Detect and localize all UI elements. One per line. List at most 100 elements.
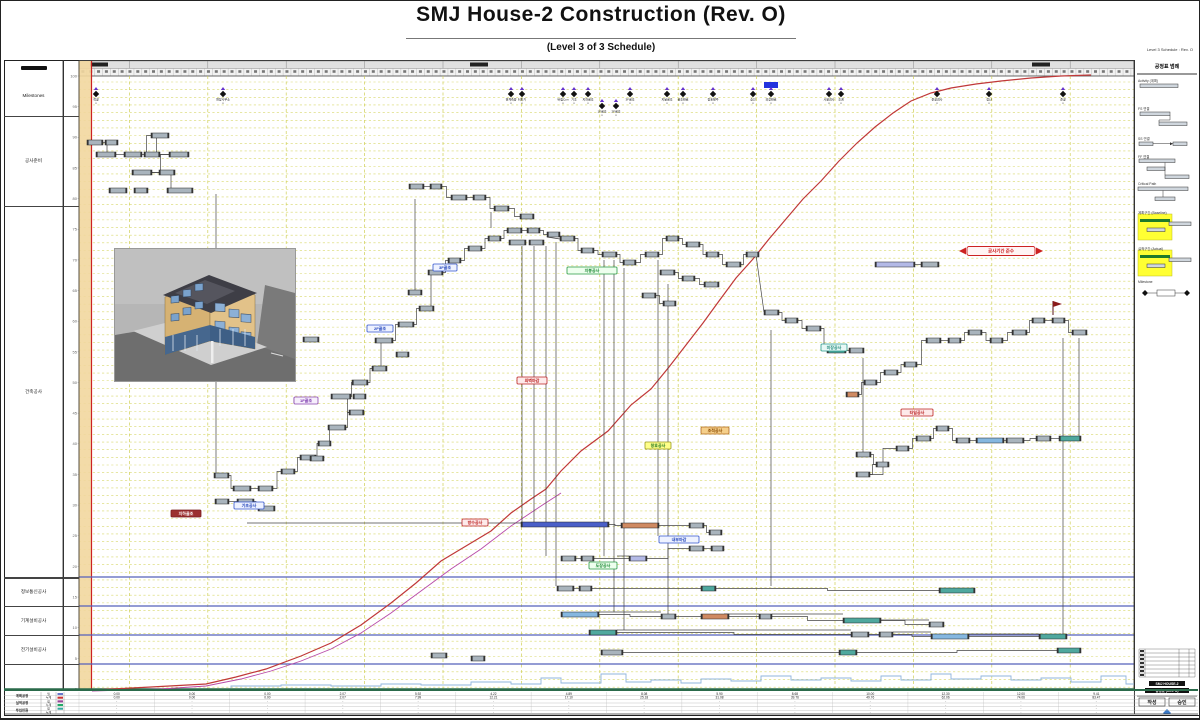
svg-text:-: - — [418, 703, 419, 707]
legend-divider — [1137, 73, 1197, 75]
svg-text:-: - — [493, 699, 494, 703]
svg-text:▾: ▾ — [615, 114, 617, 117]
svg-text:-: - — [192, 699, 193, 703]
svg-text:-: - — [794, 710, 795, 714]
band-separator — [4, 635, 79, 636]
svg-text:12.21: 12.21 — [489, 696, 497, 700]
band-label-5: 전기설비공사 — [20, 646, 47, 652]
svg-text:3F골조: 3F골조 — [439, 264, 451, 270]
band-separator — [4, 606, 79, 607]
svg-text:-: - — [1020, 699, 1021, 703]
svg-text:-: - — [945, 699, 946, 703]
window — [228, 308, 240, 318]
svg-text:-: - — [493, 703, 494, 707]
svg-text:▾: ▾ — [573, 102, 575, 105]
svg-text:사용검사: 사용검사 — [823, 97, 834, 102]
svg-text:-: - — [418, 707, 419, 711]
svg-text:75: 75 — [73, 227, 78, 232]
company-logo — [1163, 709, 1171, 714]
svg-text:월: 월 — [47, 698, 50, 703]
svg-text:월: 월 — [47, 691, 50, 696]
svg-text:70: 70 — [73, 257, 78, 262]
legend-item-inline — [1138, 141, 1188, 146]
band-label-1: 공사준비 — [25, 158, 42, 163]
svg-text:▾: ▾ — [936, 102, 938, 105]
svg-text:준공: 준공 — [1060, 98, 1066, 102]
svg-text:-: - — [116, 703, 117, 707]
svg-text:공사기간 준수: 공사기간 준수 — [988, 248, 1014, 255]
svg-text:-: - — [1020, 710, 1021, 714]
svg-text:65: 65 — [73, 288, 78, 293]
window — [170, 313, 180, 322]
svg-text:10: 10 — [73, 625, 78, 630]
svg-text:-: - — [1096, 699, 1097, 703]
svg-text:-: - — [870, 699, 871, 703]
page-title: SMJ House-2 Construction (Rev. O) — [1, 3, 1199, 27]
svg-text:정산: 정산 — [986, 97, 992, 102]
svg-text:40: 40 — [73, 441, 78, 446]
svg-text:외장완료: 외장완료 — [765, 97, 776, 102]
legend-chip — [57, 704, 63, 707]
progress-table: 계획공정 월 누계 실적공정 월 누계 투입인원 월 누계 0.00 0.00- - - -0.00 0.0… — [4, 689, 1198, 715]
svg-text:-: - — [945, 710, 946, 714]
svg-text:17.10: 17.10 — [565, 696, 573, 700]
svg-text:83.47: 83.47 — [1092, 696, 1100, 700]
svg-text:12.30: 12.30 — [942, 692, 950, 696]
svg-text:4.89: 4.89 — [566, 692, 572, 696]
svg-text:2.07: 2.07 — [340, 696, 346, 700]
svg-text:-: - — [568, 707, 569, 711]
svg-text:2.07: 2.07 — [340, 692, 346, 696]
legend-caption-6: 실적구간 (Actual) — [1138, 247, 1164, 251]
legend-item-wide — [1137, 186, 1189, 201]
svg-text:-: - — [116, 707, 117, 711]
svg-text:-: - — [719, 707, 720, 711]
svg-text:39.76: 39.76 — [791, 696, 799, 700]
svg-text:80: 80 — [73, 196, 78, 201]
svg-text:15: 15 — [73, 594, 78, 599]
svg-text:-: - — [342, 710, 343, 714]
svg-text:7.99: 7.99 — [415, 696, 421, 700]
svg-text:8.68: 8.68 — [792, 692, 798, 696]
legend-item-three — [1138, 158, 1190, 179]
svg-text:타일공사: 타일공사 — [910, 409, 925, 415]
svg-text:-: - — [870, 703, 871, 707]
svg-text:-: - — [719, 699, 720, 703]
svg-text:-: - — [1096, 707, 1097, 711]
svg-text:승인: 승인 — [1177, 699, 1187, 706]
svg-text:1F골조: 1F골조 — [300, 397, 312, 403]
svg-text:▾: ▾ — [95, 102, 97, 105]
svg-text:55: 55 — [73, 349, 78, 354]
svg-text:3F골조: 3F골조 — [625, 98, 634, 102]
svg-text:-: - — [267, 703, 268, 707]
svg-text:90: 90 — [73, 135, 78, 140]
legend-item-elbow — [1139, 111, 1188, 126]
svg-text:▾: ▾ — [629, 102, 631, 105]
svg-text:▾: ▾ — [988, 102, 990, 105]
svg-text:25.18: 25.18 — [640, 696, 648, 700]
legend-item-ms — [1142, 289, 1190, 297]
svg-text:지붕골조: 지붕골조 — [661, 97, 672, 102]
svg-text:-: - — [794, 699, 795, 703]
svg-text:SMJ HOUSE-2: SMJ HOUSE-2 — [1156, 682, 1179, 686]
legend-title: 공정표 범례 — [1154, 64, 1180, 70]
svg-text:-: - — [342, 707, 343, 711]
svg-text:-: - — [192, 710, 193, 714]
svg-text:▾: ▾ — [601, 114, 603, 117]
svg-text:창호공사: 창호공사 — [651, 442, 666, 448]
band-separator — [4, 206, 79, 207]
timeline-month-band — [78, 60, 1135, 69]
svg-text:-: - — [116, 699, 117, 703]
storefront-left — [165, 325, 210, 355]
activity-bars — [86, 132, 1088, 662]
svg-text:-: - — [116, 710, 117, 714]
corner-column — [211, 341, 214, 363]
svg-text:▾: ▾ — [752, 102, 754, 105]
svg-text:작성: 작성 — [1147, 699, 1157, 706]
connector-lines — [87, 135, 1080, 653]
svg-text:62.06: 62.06 — [942, 696, 950, 700]
svg-text:-: - — [342, 699, 343, 703]
svg-text:착공: 착공 — [93, 97, 99, 102]
legend-chip — [57, 693, 63, 696]
svg-text:-: - — [493, 710, 494, 714]
